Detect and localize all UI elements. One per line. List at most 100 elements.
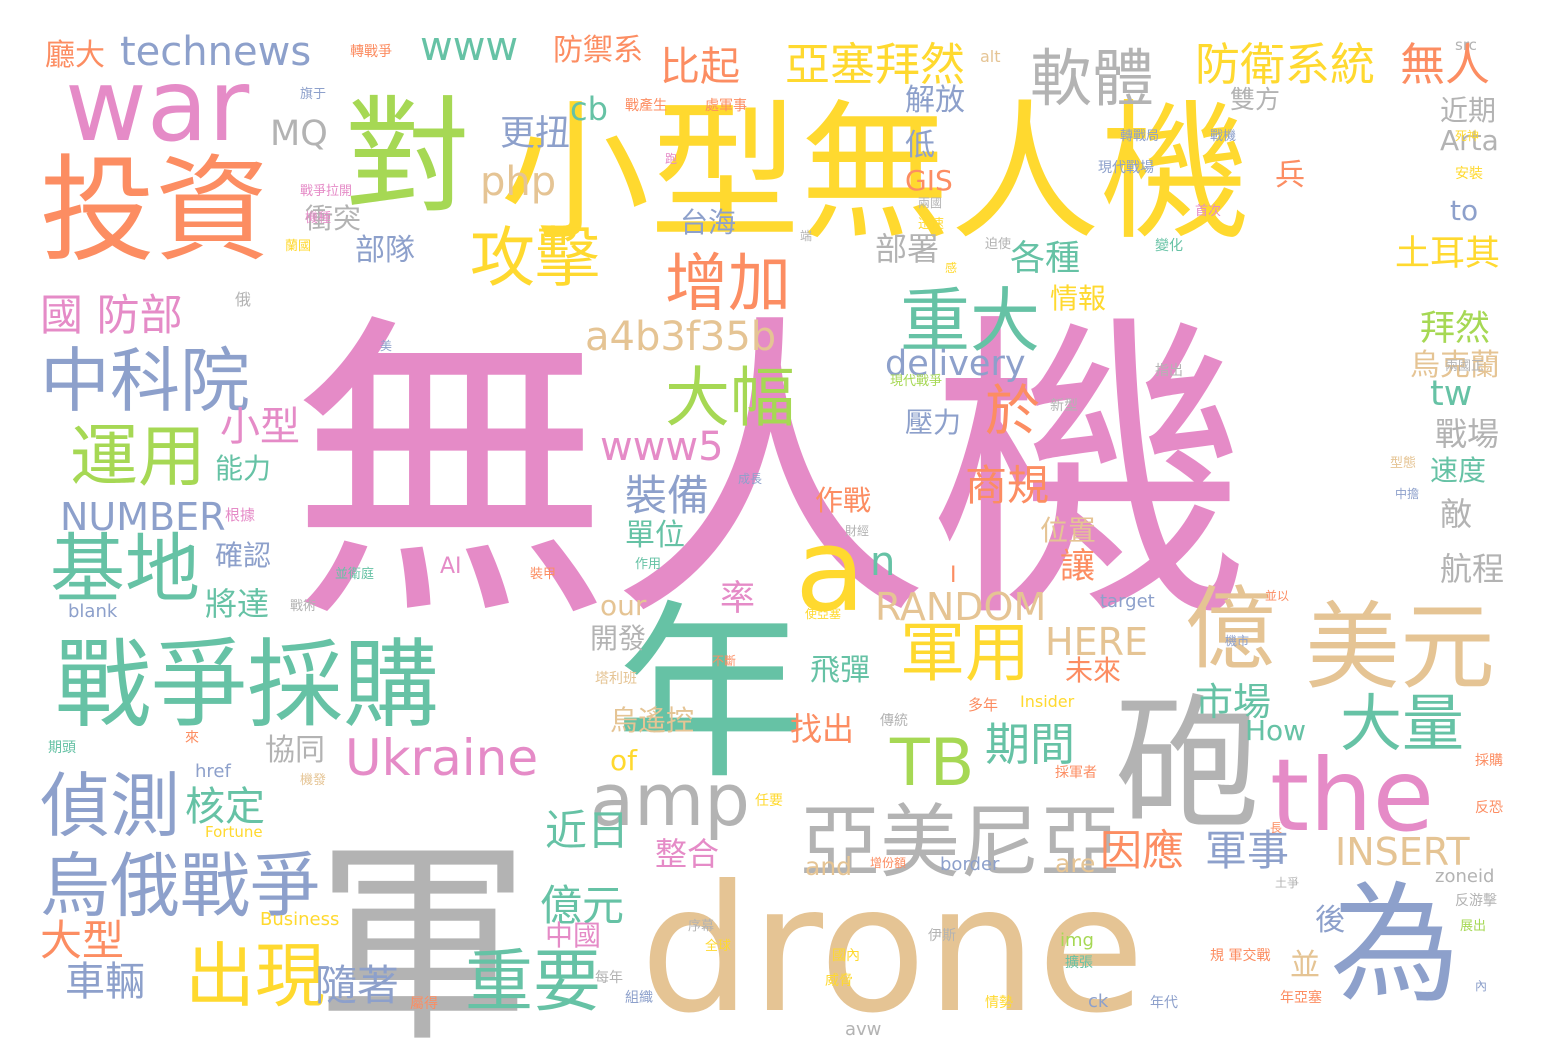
word-cjk-73: 部署: [875, 230, 939, 268]
word-cjk-188: 規 軍交戰: [1210, 947, 1270, 964]
word-technews: technews: [120, 29, 311, 75]
word-cjk-145: 端: [800, 229, 812, 243]
word-cjk-88: 台海: [680, 206, 736, 239]
word-cjk-146: 迫使: [985, 236, 1011, 252]
word-cjk-32: 軟體: [1030, 42, 1154, 115]
word-n: n: [870, 539, 895, 585]
word-alt: alt: [980, 47, 1001, 66]
word-avw: avw: [845, 1019, 881, 1040]
word-cjk-61: 車輛: [65, 959, 145, 1005]
word-number: NUMBER: [60, 495, 226, 539]
word-cjk-165: 並以: [1265, 589, 1289, 603]
word-cjk-166: 機市: [1225, 633, 1249, 648]
word-cjk-187: 擴張: [1065, 954, 1093, 971]
word-our: our: [600, 589, 647, 622]
word-cjk-136: 現代戰場: [1098, 160, 1154, 176]
word-cjk-162: 作用: [635, 557, 661, 572]
word-cjk-65: 防禦系: [553, 33, 643, 68]
word-cjk-143: 跑: [665, 152, 677, 166]
word-cjk-100: 飛彈: [810, 653, 870, 688]
word-cjk-6: 投資: [40, 144, 270, 278]
word-cjk-172: 來: [185, 730, 199, 746]
word-cjk-78: 敵: [1440, 495, 1472, 533]
word-cjk-134: 戰機: [1210, 129, 1236, 144]
word-cjk-90: 壓力: [905, 406, 961, 439]
word-cb: cb: [570, 90, 608, 128]
word-cjk-167: 塔利班: [595, 671, 637, 687]
word-cjk-107: 烏遙控: [610, 704, 694, 737]
word-cjk-157: 中擔: [1395, 486, 1419, 501]
word-cjk-20: 中科院: [40, 340, 250, 422]
word-cjk-174: 採軍者: [1055, 765, 1097, 781]
word-cjk-130: 旗于: [300, 86, 326, 102]
word-cjk-98: 率: [720, 579, 755, 619]
word-cjk-133: 轉戰局: [1120, 129, 1159, 144]
word-cjk-62: 隨著: [315, 961, 399, 1010]
word-cjk-53: 比起: [660, 44, 740, 90]
word-cjk-105: 協同: [265, 733, 325, 768]
word-how: How: [1245, 714, 1306, 747]
word-cjk-89: 情報: [1050, 282, 1106, 315]
word-cjk-50: 近日: [545, 806, 629, 855]
word-and: and: [805, 852, 852, 881]
word-cjk-135: 死神: [1455, 129, 1479, 143]
word-cjk-30: 大量: [1340, 687, 1464, 760]
word-cjk-186: 國內: [832, 948, 860, 964]
word-cjk-48: 因應: [1100, 826, 1184, 875]
word-cjk-137: 安裝: [1455, 166, 1483, 182]
word-cjk-149: 俄: [235, 290, 251, 309]
word-cjk-21: 運用: [70, 418, 206, 497]
word-zoneid: zoneid: [1435, 866, 1494, 887]
word-cjk-147: 變化: [1155, 238, 1183, 254]
word-cjk-192: 屬得: [410, 995, 438, 1012]
word-href: href: [195, 761, 231, 782]
word-tb: TB: [889, 726, 974, 801]
word-cjk-151: 兩國正: [1445, 359, 1484, 374]
word-cjk-194: 年代: [1150, 995, 1178, 1011]
word-cjk-5: 戰爭採購: [55, 629, 439, 741]
word-cjk-152: 指出: [1155, 363, 1183, 379]
word-cjk-18: 偵測: [40, 765, 180, 847]
word-cjk-196: 內: [1475, 979, 1487, 993]
word-cjk-99: 開發: [590, 622, 646, 655]
word-ukraine: Ukraine: [345, 729, 538, 787]
word-cjk-113: 並: [1290, 948, 1320, 983]
word-cjk-64: 小型: [220, 404, 300, 450]
word-cjk-72: 各種: [1010, 239, 1080, 279]
word-cjk-60: 大型: [40, 916, 124, 965]
word-ck: ck: [1088, 991, 1109, 1012]
word-cjk-154: 新型: [1050, 398, 1078, 414]
word-cjk-150: 美: [380, 339, 392, 353]
word-cjk-106: 找出: [790, 710, 854, 748]
word-to: to: [1450, 194, 1478, 227]
word-of: of: [610, 744, 638, 777]
word-gis: GIS: [905, 164, 953, 197]
word-cjk-173: 機發: [300, 773, 326, 788]
word-cjk-191: 組織: [625, 990, 653, 1006]
word-cjk-77: 速度: [1430, 454, 1486, 487]
word-cjk-139: 兩國: [918, 196, 942, 210]
word-cjk-132: 處軍事: [705, 98, 747, 114]
word-cjk-97: 讓: [1060, 547, 1095, 587]
word-cjk-34: 防衛系統: [1195, 38, 1375, 91]
word-cjk-112: 後: [1315, 903, 1345, 938]
word-cjk-182: 展出: [1460, 919, 1486, 934]
word-cjk-92: 確認: [215, 539, 271, 572]
word-cjk-175: 任要: [755, 793, 783, 809]
word-blank: blank: [68, 601, 118, 622]
word-cjk-54: 更扭: [500, 114, 570, 154]
word-cjk-189: 每年: [595, 970, 623, 986]
word-cjk-183: 序幕: [688, 919, 714, 934]
word-cjk-52: 裝備: [625, 471, 709, 520]
word-fortune: Fortune: [205, 823, 263, 841]
word-cjk-26: 增加: [665, 247, 791, 320]
word-src: src: [1455, 36, 1477, 54]
word-cjk-180: 土爭: [1275, 876, 1299, 890]
word-cjk-156: 型態: [1390, 455, 1416, 471]
word-cjk-96: 位置: [1040, 514, 1096, 547]
word-cjk-101: 未來: [1065, 654, 1121, 687]
word-cjk-138: 首次: [1195, 203, 1221, 219]
word-cjk-23: 重要: [465, 943, 601, 1022]
word-cjk-94: 作戰: [815, 484, 871, 517]
